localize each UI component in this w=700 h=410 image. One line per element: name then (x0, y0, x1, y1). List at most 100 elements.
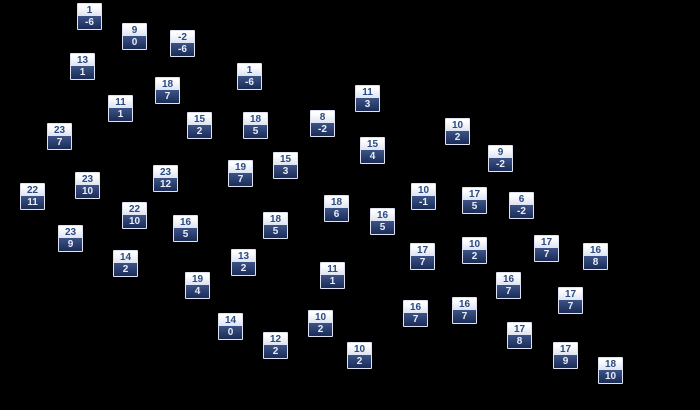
tile-bottom-value: 7 (559, 300, 582, 313)
number-tile[interactable]: 22 11 (20, 183, 45, 210)
tile-top-value: 15 (188, 113, 211, 125)
number-tile[interactable]: 18 5 (263, 212, 288, 239)
tile-top-value: 18 (264, 213, 287, 225)
tile-bottom-value: -6 (171, 43, 194, 56)
tile-bottom-value: 7 (411, 256, 434, 269)
tile-top-value: 16 (174, 216, 197, 228)
tile-top-value: 10 (463, 238, 486, 250)
tile-top-value: 23 (59, 226, 82, 238)
tile-top-value: 22 (123, 203, 146, 215)
number-tile[interactable]: -2 -6 (170, 30, 195, 57)
tile-bottom-value: 7 (535, 248, 558, 261)
tile-top-value: 13 (232, 250, 255, 262)
number-tile[interactable]: 22 10 (122, 202, 147, 229)
number-tile[interactable]: 17 7 (534, 235, 559, 262)
tile-top-value: 11 (109, 96, 132, 108)
number-tile[interactable]: 15 2 (187, 112, 212, 139)
number-tile[interactable]: 23 9 (58, 225, 83, 252)
tile-bottom-value: -1 (412, 196, 435, 209)
number-tile[interactable]: 10 -1 (411, 183, 436, 210)
number-tile[interactable]: 17 8 (507, 322, 532, 349)
tile-top-value: 23 (154, 166, 177, 178)
tile-bottom-value: -6 (238, 76, 261, 89)
tile-top-value: 17 (411, 244, 434, 256)
tile-bottom-value: 7 (156, 90, 179, 103)
tile-bottom-value: 2 (188, 125, 211, 138)
number-tile[interactable]: 23 7 (47, 123, 72, 150)
tile-bottom-value: 5 (244, 125, 267, 138)
number-tile[interactable]: 18 10 (598, 357, 623, 384)
number-tile[interactable]: 1 -6 (237, 63, 262, 90)
tile-bottom-value: 4 (361, 150, 384, 163)
tile-bottom-value: 3 (274, 165, 297, 178)
tile-bottom-value: 2 (348, 355, 371, 368)
number-tile[interactable]: 13 2 (231, 249, 256, 276)
tile-bottom-value: 5 (264, 225, 287, 238)
number-tile[interactable]: 19 4 (185, 272, 210, 299)
tile-top-value: 1 (238, 64, 261, 76)
number-tile[interactable]: 12 2 (263, 332, 288, 359)
tile-top-value: 16 (404, 301, 427, 313)
tile-top-value: 8 (311, 111, 334, 123)
tile-bottom-value: 10 (76, 185, 99, 198)
tile-bottom-value: 5 (463, 200, 486, 213)
tile-bottom-value: 10 (123, 215, 146, 228)
number-tile[interactable]: 16 7 (496, 272, 521, 299)
tile-top-value: 15 (274, 153, 297, 165)
tile-top-value: 11 (321, 263, 344, 275)
number-tile[interactable]: 17 7 (558, 287, 583, 314)
number-tile[interactable]: 11 1 (108, 95, 133, 122)
number-tile[interactable]: 17 7 (410, 243, 435, 270)
tile-bottom-value: 7 (48, 136, 71, 149)
number-tile[interactable]: 15 4 (360, 137, 385, 164)
tile-bottom-value: 7 (404, 313, 427, 326)
tile-bottom-value: 0 (219, 326, 242, 339)
tile-top-value: 14 (219, 314, 242, 326)
number-tile[interactable]: 17 9 (553, 342, 578, 369)
number-tile[interactable]: 15 3 (273, 152, 298, 179)
number-tile[interactable]: 16 5 (370, 208, 395, 235)
number-tile[interactable]: 16 8 (583, 243, 608, 270)
tile-top-value: 1 (78, 4, 101, 16)
tile-top-value: 18 (244, 113, 267, 125)
tile-top-value: -2 (171, 31, 194, 43)
number-tile[interactable]: 19 7 (228, 160, 253, 187)
tile-top-value: 23 (76, 173, 99, 185)
tile-top-value: 10 (446, 119, 469, 131)
tile-bottom-value: -2 (311, 123, 334, 136)
number-tile[interactable]: 18 7 (155, 77, 180, 104)
tile-bottom-value: 7 (497, 285, 520, 298)
number-tile[interactable]: 17 5 (462, 187, 487, 214)
tile-top-value: 9 (123, 24, 146, 36)
number-tile[interactable]: 10 2 (347, 342, 372, 369)
number-tile[interactable]: 10 2 (308, 310, 333, 337)
number-tile[interactable]: 10 2 (445, 118, 470, 145)
number-tile[interactable]: 14 2 (113, 250, 138, 277)
number-tile[interactable]: 23 12 (153, 165, 178, 192)
tile-top-value: 14 (114, 251, 137, 263)
number-tile[interactable]: 9 -2 (488, 145, 513, 172)
number-tile[interactable]: 18 6 (324, 195, 349, 222)
number-tile[interactable]: 16 7 (452, 297, 477, 324)
number-tile[interactable]: 14 0 (218, 313, 243, 340)
tile-bottom-value: 9 (554, 355, 577, 368)
tile-top-value: 17 (535, 236, 558, 248)
tile-top-value: 17 (463, 188, 486, 200)
tile-top-value: 18 (325, 196, 348, 208)
number-tile[interactable]: 23 10 (75, 172, 100, 199)
number-tile[interactable]: 18 5 (243, 112, 268, 139)
tile-bottom-value: 10 (599, 370, 622, 383)
number-tile[interactable]: 8 -2 (310, 110, 335, 137)
number-tile[interactable]: 10 2 (462, 237, 487, 264)
number-tile[interactable]: 16 5 (173, 215, 198, 242)
tile-bottom-value: 1 (109, 108, 132, 121)
number-tile[interactable]: 1 -6 (77, 3, 102, 30)
number-tile[interactable]: 16 7 (403, 300, 428, 327)
number-tile[interactable]: 11 3 (355, 85, 380, 112)
tile-bottom-value: 2 (463, 250, 486, 263)
number-tile[interactable]: 6 -2 (509, 192, 534, 219)
tile-bottom-value: 2 (446, 131, 469, 144)
number-tile[interactable]: 11 1 (320, 262, 345, 289)
number-tile[interactable]: 13 1 (70, 53, 95, 80)
